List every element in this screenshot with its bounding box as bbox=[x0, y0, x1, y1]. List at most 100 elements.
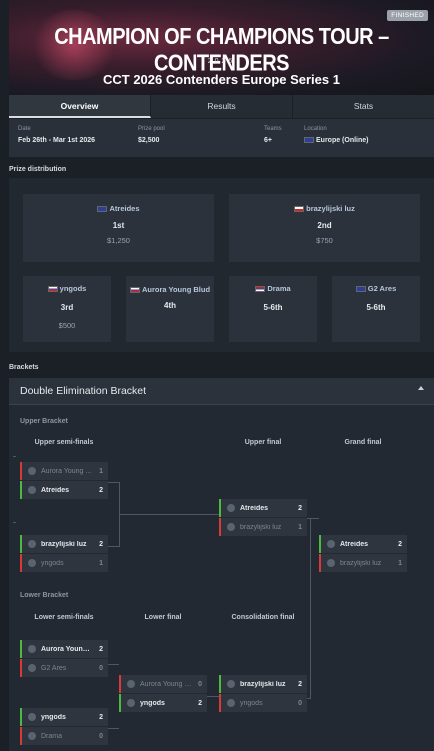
match-ls1[interactable]: Aurora Young ... 2 G2 Ares 0 bbox=[20, 640, 108, 678]
connector-line bbox=[310, 518, 311, 698]
connector-line bbox=[108, 664, 119, 665]
match-gf[interactable]: Atreides 2 brazylijski luz 1 bbox=[319, 535, 407, 573]
serbia-flag-icon bbox=[255, 286, 266, 293]
match-team-slot[interactable]: Aurora Young ... 1 bbox=[20, 462, 108, 480]
tab-stats[interactable]: Stats bbox=[353, 101, 374, 111]
team-logo-icon bbox=[28, 467, 36, 475]
prize-team-name: G2 Ares bbox=[367, 284, 397, 293]
teams-value: 6+ bbox=[264, 137, 272, 144]
loser-indicator bbox=[20, 554, 22, 572]
match-team-slot[interactable]: brazylijski luz 1 bbox=[319, 554, 407, 572]
prize-card-4th[interactable]: Aurora Young Blud 4th bbox=[126, 276, 214, 342]
connector-line bbox=[119, 514, 219, 515]
team-name: Drama bbox=[41, 732, 63, 740]
match-cf[interactable]: brazylijski luz 2 yngods 0 bbox=[219, 675, 307, 713]
match-team-slot[interactable]: yngods 1 bbox=[20, 554, 108, 572]
match-team-slot[interactable]: brazylijski luz 2 bbox=[219, 675, 307, 693]
match-team-slot[interactable]: yngods 2 bbox=[20, 708, 108, 726]
team-score: 2 bbox=[99, 713, 103, 721]
match-uf[interactable]: Atreides 2 brazylijski luz 1 bbox=[219, 499, 307, 537]
team-name: brazylijski luz bbox=[240, 680, 286, 688]
prize-place: 4th bbox=[164, 301, 176, 310]
prize-team: G2 Ares bbox=[332, 284, 420, 293]
team-name: Aurora Young ... bbox=[41, 645, 94, 653]
connector-line bbox=[108, 728, 119, 729]
prize-card-5-6th-a[interactable]: Drama 5-6th bbox=[229, 276, 317, 342]
event-info: Date Feb 26th - Mar 1st 2026 Prize pool … bbox=[9, 119, 434, 157]
team-name: Atreides bbox=[340, 540, 369, 548]
winner-indicator bbox=[20, 640, 22, 658]
team-score: 1 bbox=[99, 559, 103, 567]
loser-indicator bbox=[20, 462, 22, 480]
prize-team-name: Drama bbox=[267, 284, 291, 293]
match-ls2[interactable]: yngods 2 Drama 0 bbox=[20, 708, 108, 746]
winner-indicator bbox=[319, 535, 321, 553]
team-name: Aurora Young ... bbox=[41, 467, 92, 475]
tab-results[interactable]: Results bbox=[151, 95, 293, 118]
match-team-slot[interactable]: Aurora Young ... 2 bbox=[20, 640, 108, 658]
match-us2[interactable]: brazylijski luz 2 yngods 1 bbox=[20, 535, 108, 573]
team-logo-icon bbox=[28, 664, 36, 672]
prize-place: 1st bbox=[112, 221, 125, 230]
prize-pool-value: $2,500 bbox=[138, 137, 160, 144]
prize-team: Atreides bbox=[23, 204, 214, 213]
prize-card-1st[interactable]: Atreides 1st $1,250 bbox=[23, 194, 214, 262]
round-label-lower-semis: Lower semi-finals bbox=[34, 614, 94, 621]
loser-indicator bbox=[219, 518, 221, 536]
winner-indicator bbox=[219, 675, 221, 693]
loser-indicator bbox=[219, 694, 221, 712]
team-score: 0 bbox=[99, 732, 103, 740]
match-team-slot[interactable]: yngods 0 bbox=[219, 694, 307, 712]
prize-team: yngods bbox=[23, 284, 111, 293]
match-lf[interactable]: Aurora Young Bl... 0 yngods 2 bbox=[119, 675, 207, 713]
match-team-slot[interactable]: Aurora Young Bl... 0 bbox=[119, 675, 207, 693]
prize-distribution-heading: Prize distribution bbox=[9, 166, 67, 173]
team-logo-icon bbox=[327, 559, 335, 567]
match-team-slot[interactable]: G2 Ares 0 bbox=[20, 659, 108, 677]
tab-overview[interactable]: Overview bbox=[9, 95, 151, 118]
connector-line bbox=[207, 696, 219, 697]
prize-money: $500 bbox=[58, 321, 76, 330]
round-label-grand-final: Grand final bbox=[344, 439, 382, 446]
connector-line bbox=[108, 546, 120, 547]
match-team-slot[interactable]: brazylijski luz 2 bbox=[20, 535, 108, 553]
team-logo-icon bbox=[327, 540, 335, 548]
prize-team-name: brazylijski luz bbox=[306, 204, 355, 213]
prize-card-3rd[interactable]: yngods 3rd $500 bbox=[23, 276, 111, 342]
match-team-slot[interactable]: Atreides 2 bbox=[20, 481, 108, 499]
loser-indicator bbox=[319, 554, 321, 572]
location-value: Europe (Online) bbox=[304, 137, 369, 144]
seed-marker: ⎯ bbox=[13, 454, 17, 460]
prize-card-5-6th-b[interactable]: G2 Ares 5-6th bbox=[332, 276, 420, 342]
bracket-header[interactable]: Double Elimination Bracket bbox=[9, 378, 434, 405]
eu-flag-icon bbox=[304, 137, 314, 144]
match-team-slot[interactable]: yngods 2 bbox=[119, 694, 207, 712]
seed-marker: ⎯ bbox=[13, 520, 17, 526]
team-name: brazylijski luz bbox=[240, 523, 282, 531]
team-logo-icon bbox=[127, 680, 135, 688]
prize-place: 3rd bbox=[60, 303, 74, 312]
prize-card-2nd[interactable]: brazylijski luz 2nd $750 bbox=[229, 194, 420, 262]
prize-team-name: Aurora Young Blud bbox=[141, 285, 211, 294]
location-text: Europe (Online) bbox=[316, 137, 369, 144]
match-team-slot[interactable]: Atreides 2 bbox=[219, 499, 307, 517]
team-name: brazylijski luz bbox=[340, 559, 382, 567]
location-label: Location bbox=[304, 126, 327, 132]
collapse-caret-icon[interactable] bbox=[418, 386, 424, 390]
winner-indicator bbox=[20, 535, 22, 553]
banner-year: 2026 bbox=[207, 58, 236, 65]
match-team-slot[interactable]: brazylijski luz 1 bbox=[219, 518, 307, 536]
match-team-slot[interactable]: Atreides 2 bbox=[319, 535, 407, 553]
status-badge: FINISHED bbox=[387, 10, 428, 21]
lower-bracket-label: Lower Bracket bbox=[20, 592, 69, 599]
team-logo-icon bbox=[28, 559, 36, 567]
eu-flag-icon bbox=[97, 206, 108, 213]
team-name: G2 Ares bbox=[41, 664, 67, 672]
team-score: 0 bbox=[198, 680, 202, 688]
team-logo-icon bbox=[227, 523, 235, 531]
upper-bracket-label: Upper Bracket bbox=[20, 418, 68, 425]
match-team-slot[interactable]: Drama 0 bbox=[20, 727, 108, 745]
team-score: 2 bbox=[99, 486, 103, 494]
loser-indicator bbox=[119, 675, 121, 693]
match-us1[interactable]: Aurora Young ... 1 Atreides 2 bbox=[20, 462, 108, 500]
